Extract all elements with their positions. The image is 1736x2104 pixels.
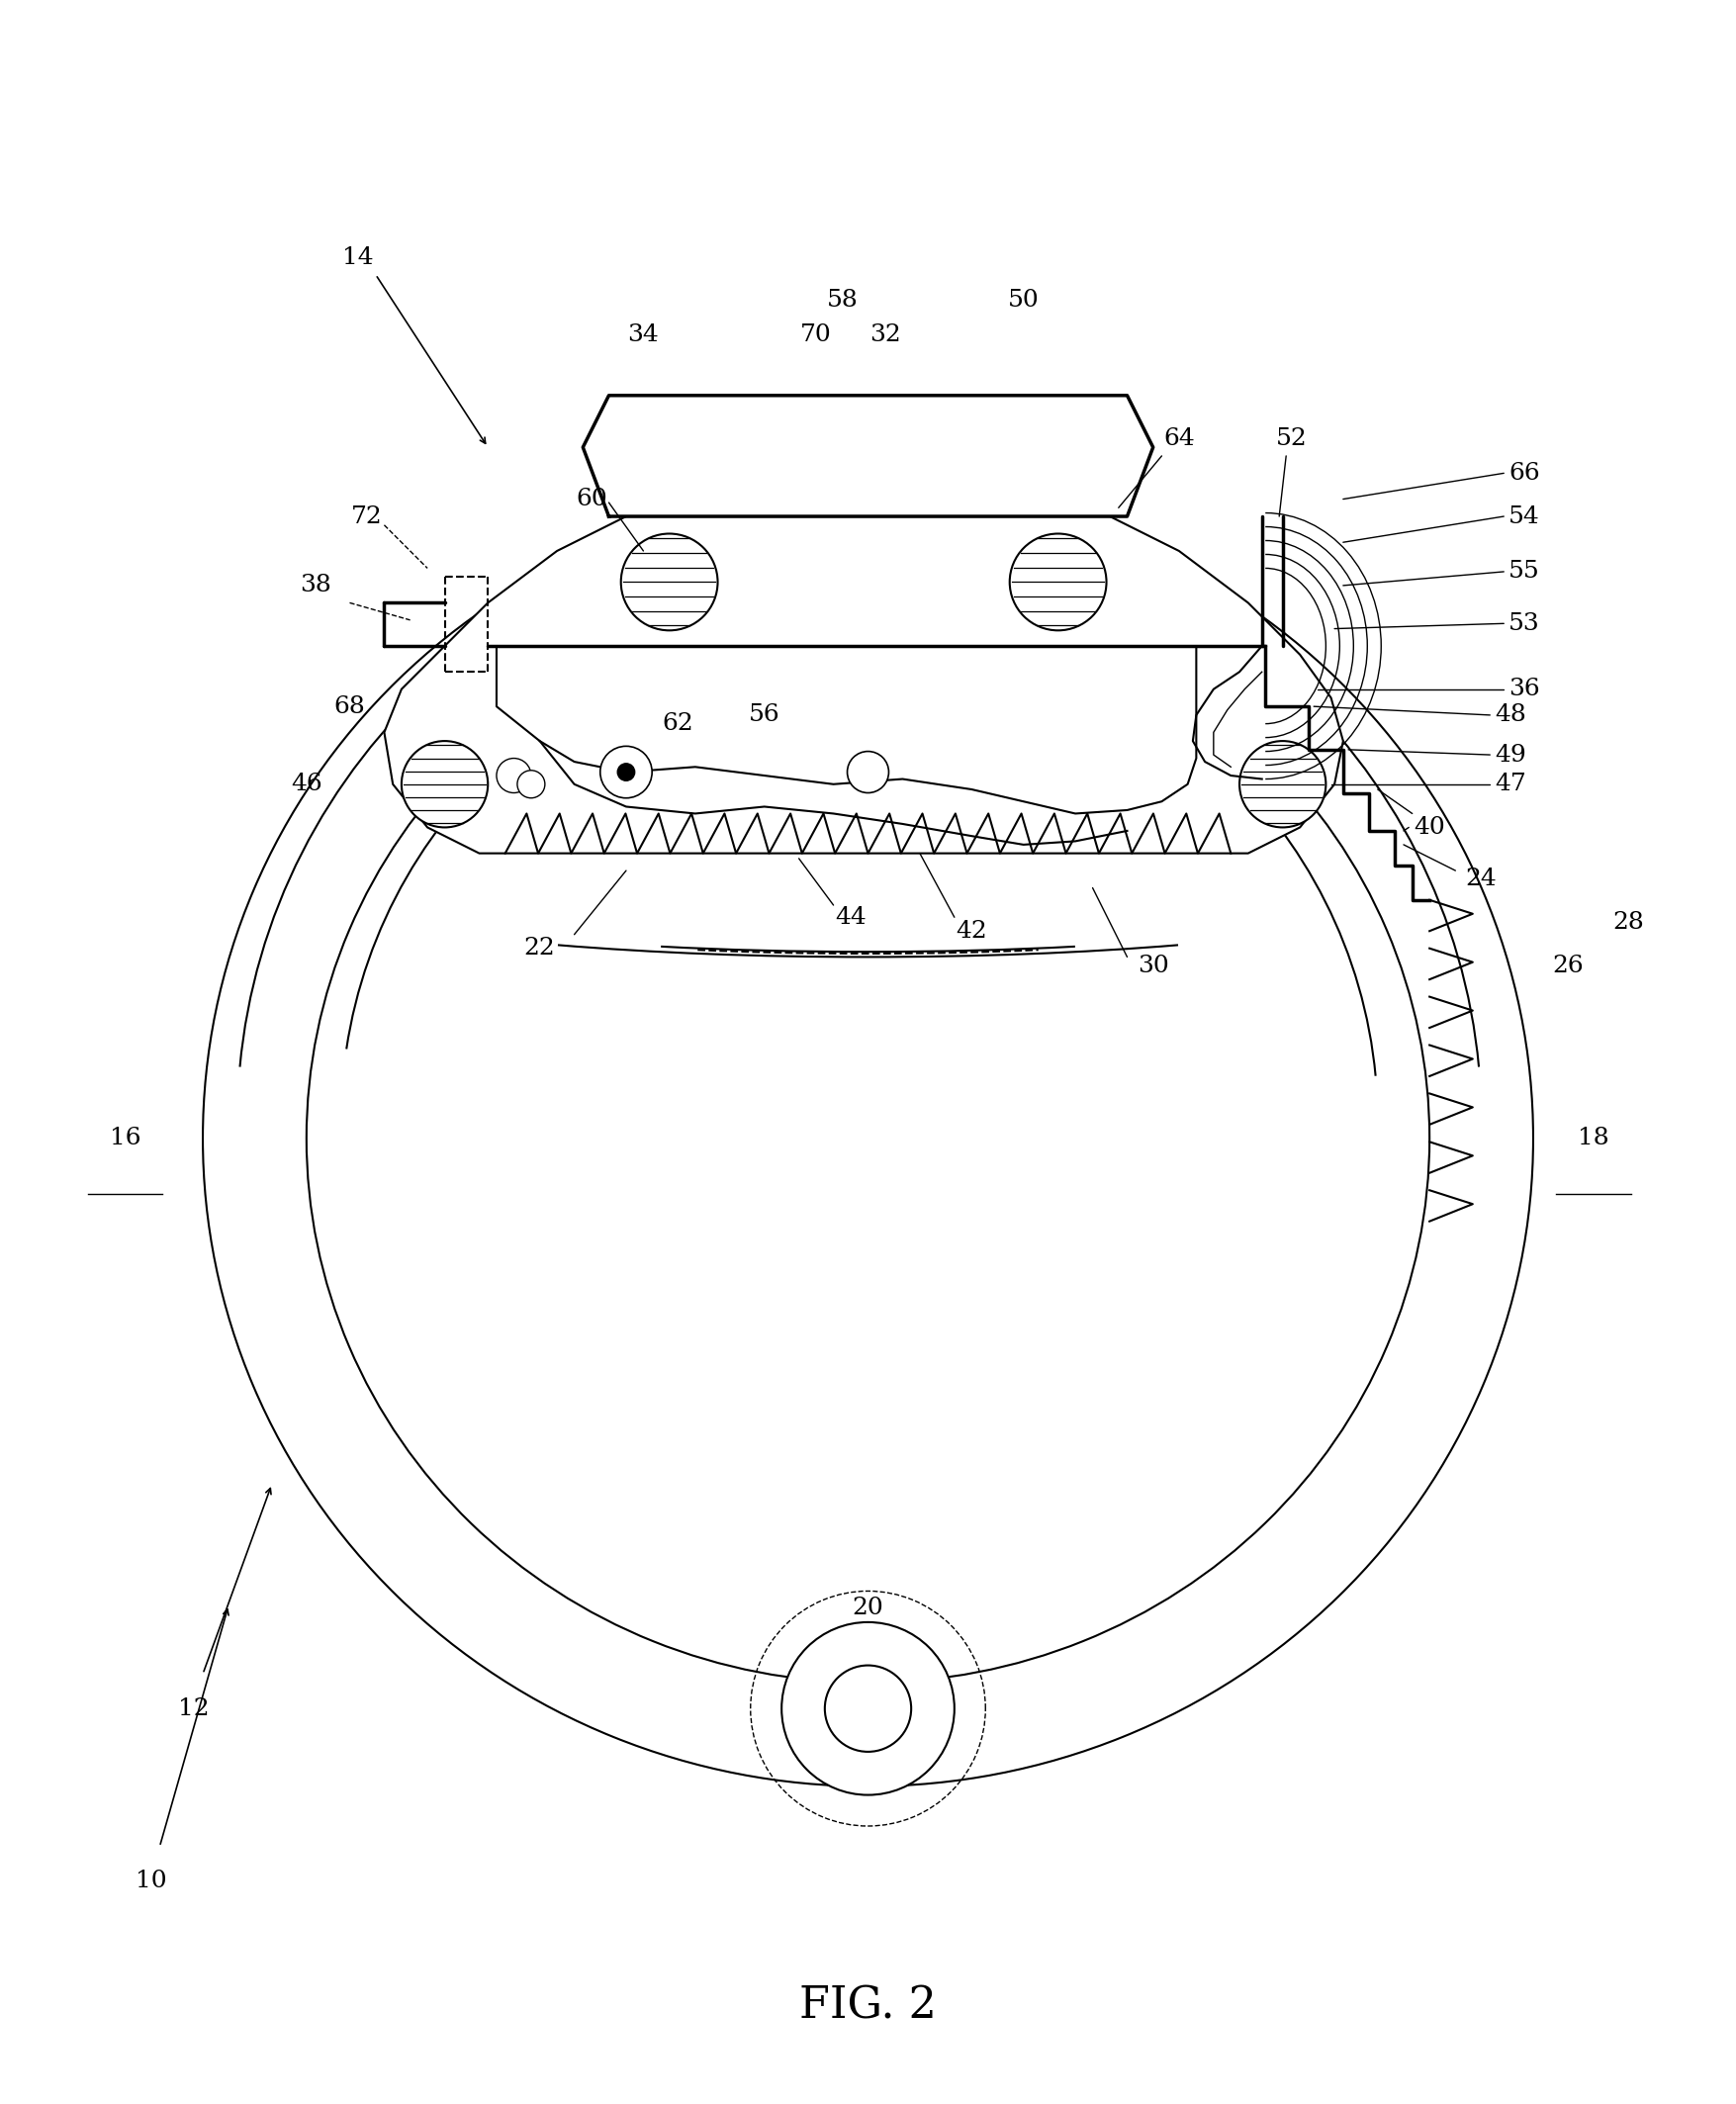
Text: 30: 30	[1137, 955, 1168, 976]
Text: 55: 55	[1509, 560, 1540, 583]
Text: 53: 53	[1509, 612, 1540, 635]
Text: 47: 47	[1495, 772, 1526, 795]
Polygon shape	[583, 396, 1153, 515]
Text: 40: 40	[1413, 816, 1446, 839]
Text: 16: 16	[109, 1128, 141, 1149]
Circle shape	[621, 534, 717, 631]
Circle shape	[517, 770, 545, 797]
Circle shape	[601, 747, 653, 797]
Circle shape	[825, 1666, 911, 1753]
Text: 54: 54	[1509, 505, 1540, 528]
Text: 26: 26	[1552, 955, 1583, 976]
Circle shape	[1010, 534, 1106, 631]
Text: 58: 58	[826, 288, 858, 311]
Text: 28: 28	[1613, 911, 1644, 934]
Circle shape	[401, 741, 488, 827]
Polygon shape	[384, 515, 1344, 854]
Text: 52: 52	[1276, 427, 1307, 450]
Text: 32: 32	[870, 324, 901, 347]
Circle shape	[847, 751, 889, 793]
Text: 48: 48	[1495, 703, 1526, 726]
Text: 70: 70	[800, 324, 832, 347]
Text: 10: 10	[135, 1870, 167, 1894]
Text: 64: 64	[1163, 427, 1194, 450]
Text: 72: 72	[351, 505, 382, 528]
Text: 36: 36	[1509, 677, 1540, 701]
Text: 50: 50	[1009, 288, 1040, 311]
Text: 49: 49	[1495, 743, 1526, 766]
Text: 46: 46	[290, 772, 323, 795]
Text: 56: 56	[748, 703, 779, 726]
Text: 22: 22	[524, 936, 556, 959]
Text: 14: 14	[342, 246, 373, 269]
Text: 18: 18	[1578, 1128, 1609, 1149]
Text: 20: 20	[852, 1597, 884, 1620]
Text: 68: 68	[333, 694, 365, 717]
Text: 66: 66	[1509, 461, 1540, 484]
Text: 42: 42	[957, 919, 988, 943]
Text: 62: 62	[661, 713, 694, 734]
Circle shape	[618, 764, 635, 781]
Text: 34: 34	[628, 324, 660, 347]
Text: 44: 44	[835, 907, 866, 928]
Text: FIG. 2: FIG. 2	[799, 1984, 937, 2026]
Circle shape	[781, 1622, 955, 1795]
Circle shape	[496, 757, 531, 793]
Text: 60: 60	[576, 488, 608, 511]
Text: 38: 38	[299, 574, 332, 598]
Polygon shape	[496, 646, 1196, 814]
Circle shape	[1240, 741, 1326, 827]
Text: 12: 12	[179, 1698, 210, 1719]
Text: 24: 24	[1465, 867, 1496, 890]
